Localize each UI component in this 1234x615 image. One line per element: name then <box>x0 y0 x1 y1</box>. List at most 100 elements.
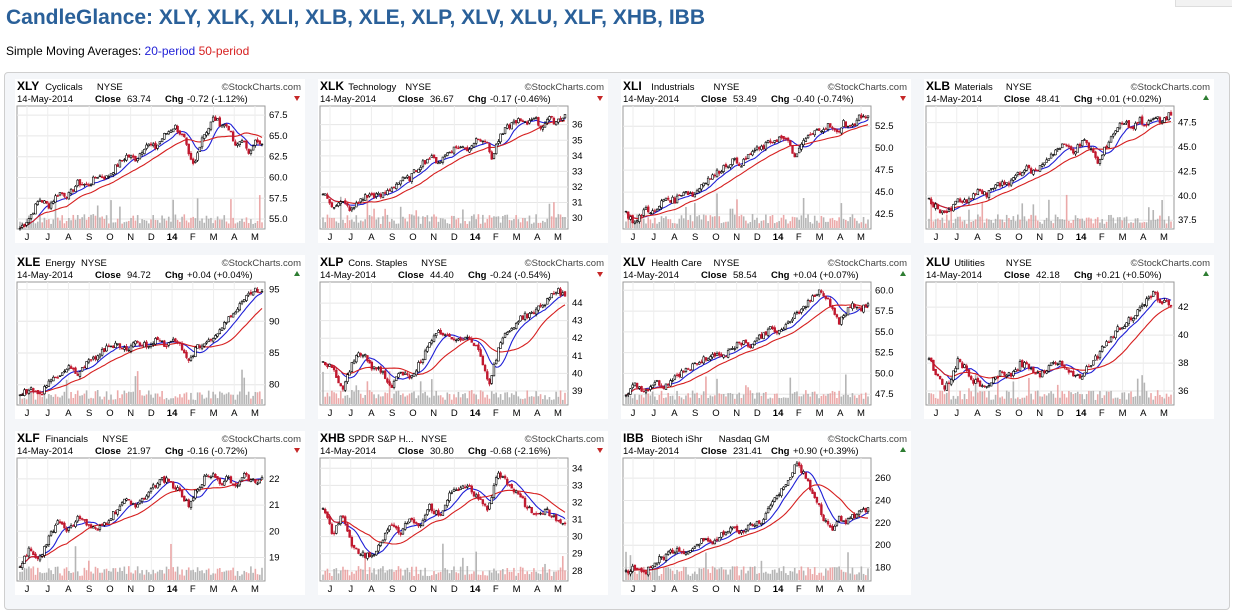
volume-bar <box>740 397 743 404</box>
candle-body <box>811 489 814 494</box>
candle-body <box>363 354 367 357</box>
volume-bar <box>442 218 444 228</box>
candle-body <box>653 562 657 567</box>
candle-body <box>390 524 394 526</box>
volume-bar <box>864 575 867 580</box>
volume-bar <box>136 566 139 580</box>
chart-panel-xlf[interactable]: XLF Financials NYSE ©StockCharts.com 14-May-… <box>15 431 305 595</box>
volume-bar <box>559 390 562 404</box>
candle-body <box>755 146 759 151</box>
x-tick-label: F <box>796 408 802 419</box>
volume-bar <box>154 219 157 228</box>
candle-body <box>698 362 701 365</box>
candle-body <box>809 300 812 302</box>
candle-body <box>120 502 124 506</box>
candle-body <box>470 485 473 493</box>
candle-body <box>1145 298 1148 307</box>
candle-body <box>335 205 338 207</box>
volume-bar <box>796 573 798 580</box>
candle-body <box>947 382 951 384</box>
candle-body <box>860 307 863 312</box>
candle-body <box>49 202 53 209</box>
volume-bar <box>194 399 197 404</box>
x-tick-label: J <box>934 408 939 419</box>
candle-body <box>435 333 438 336</box>
volume-bar <box>45 572 48 580</box>
candle-body <box>54 195 57 203</box>
volume-bar <box>437 221 440 228</box>
volume-bar <box>838 566 840 580</box>
volume-bar <box>1170 221 1172 228</box>
candle-body <box>956 358 960 370</box>
volume-bar <box>791 393 794 404</box>
candle-body <box>1096 356 1099 359</box>
x-tick-label: M <box>251 408 259 419</box>
candle-body <box>47 535 51 545</box>
chart-panel-xle[interactable]: XLE Energy NYSE ©StockCharts.com 14-May-2014… <box>15 255 305 419</box>
candle-body <box>355 202 358 208</box>
volume-bar <box>199 570 201 580</box>
chart-panel-xlp[interactable]: XLP Cons. Staples NYSE ©StockCharts.com 14-M… <box>318 255 608 419</box>
candle-body <box>742 340 745 345</box>
chart-panel-xhb[interactable]: XHB SPDR S&P H... NYSE ©StockCharts.com 14-M… <box>318 431 608 595</box>
chart-panel-xlk[interactable]: XLK Technology NYSE ©StockCharts.com 14-May-… <box>318 79 608 243</box>
candle-body <box>165 133 168 135</box>
volume-bar <box>658 221 661 228</box>
candle-body <box>38 199 42 202</box>
volume-bar <box>70 220 72 228</box>
candle-body <box>1154 117 1157 120</box>
volume-bar <box>555 571 557 580</box>
exchange-label: NYSE <box>405 82 431 93</box>
candle-body <box>361 355 365 357</box>
volume-bar <box>114 399 117 404</box>
volume-bar <box>112 222 115 228</box>
volume-bar <box>59 573 61 580</box>
candle-body <box>1169 112 1173 116</box>
candle-body <box>762 145 765 149</box>
y-tick-label: 19 <box>269 552 280 563</box>
chart-panel-ibb[interactable]: IBB Biotech iShr Nasdaq GM ©StockCharts.com… <box>621 431 911 595</box>
candle-body <box>718 171 721 174</box>
candle-body <box>1005 374 1008 377</box>
sector-name: Financials <box>45 434 88 445</box>
volume-bar <box>245 217 248 228</box>
volume-bar <box>749 390 752 404</box>
volume-bar <box>79 219 81 228</box>
volume-bar <box>230 394 232 404</box>
volume-bar <box>174 396 177 404</box>
y-tick-label: 44 <box>572 298 583 309</box>
chart-panel-xly[interactable]: XLY Cyclicals NYSE ©StockCharts.com 14-May-2… <box>15 79 305 243</box>
volume-bar <box>981 391 984 404</box>
volume-bar <box>674 223 676 228</box>
candle-body <box>521 496 525 499</box>
candle-body <box>45 544 48 547</box>
candle-body <box>554 291 558 294</box>
volume-bar <box>377 569 380 580</box>
candle-body <box>777 494 781 496</box>
volume-bar <box>634 571 636 580</box>
candle-body <box>245 140 248 149</box>
candle-body <box>163 476 166 483</box>
candle-body <box>136 341 139 343</box>
chart-panel-xlv[interactable]: XLV Health Care NYSE ©StockCharts.com 14-May… <box>621 255 911 419</box>
candle-body <box>346 523 349 532</box>
chart-panel-xlu[interactable]: XLU Utilities NYSE ©StockCharts.com 14-May-2… <box>924 255 1214 419</box>
close-value: 21.97 <box>127 446 151 457</box>
candle-body <box>537 117 540 126</box>
volume-bar <box>1132 222 1135 228</box>
volume-bar <box>528 215 531 228</box>
chg-value: -0.17 (-0.46%) <box>490 94 551 105</box>
volume-bar <box>337 573 340 580</box>
down-arrow-icon <box>597 272 603 277</box>
chart-panel-xlb[interactable]: XLB Materials NYSE ©StockCharts.com 14-May-2… <box>924 79 1214 243</box>
candle-body <box>519 493 522 498</box>
chart-panel-xli[interactable]: XLI Industrials NYSE ©StockCharts.com 14-May… <box>621 79 911 243</box>
candle-body <box>1012 371 1015 376</box>
x-tick-label: J <box>631 408 636 419</box>
sma-legend: Simple Moving Averages: 20-period 50-per… <box>6 44 249 58</box>
candle-body <box>330 523 334 534</box>
candle-body <box>501 133 505 135</box>
candle-body <box>29 387 33 390</box>
volume-bar <box>154 393 157 404</box>
candle-body <box>1089 148 1093 150</box>
